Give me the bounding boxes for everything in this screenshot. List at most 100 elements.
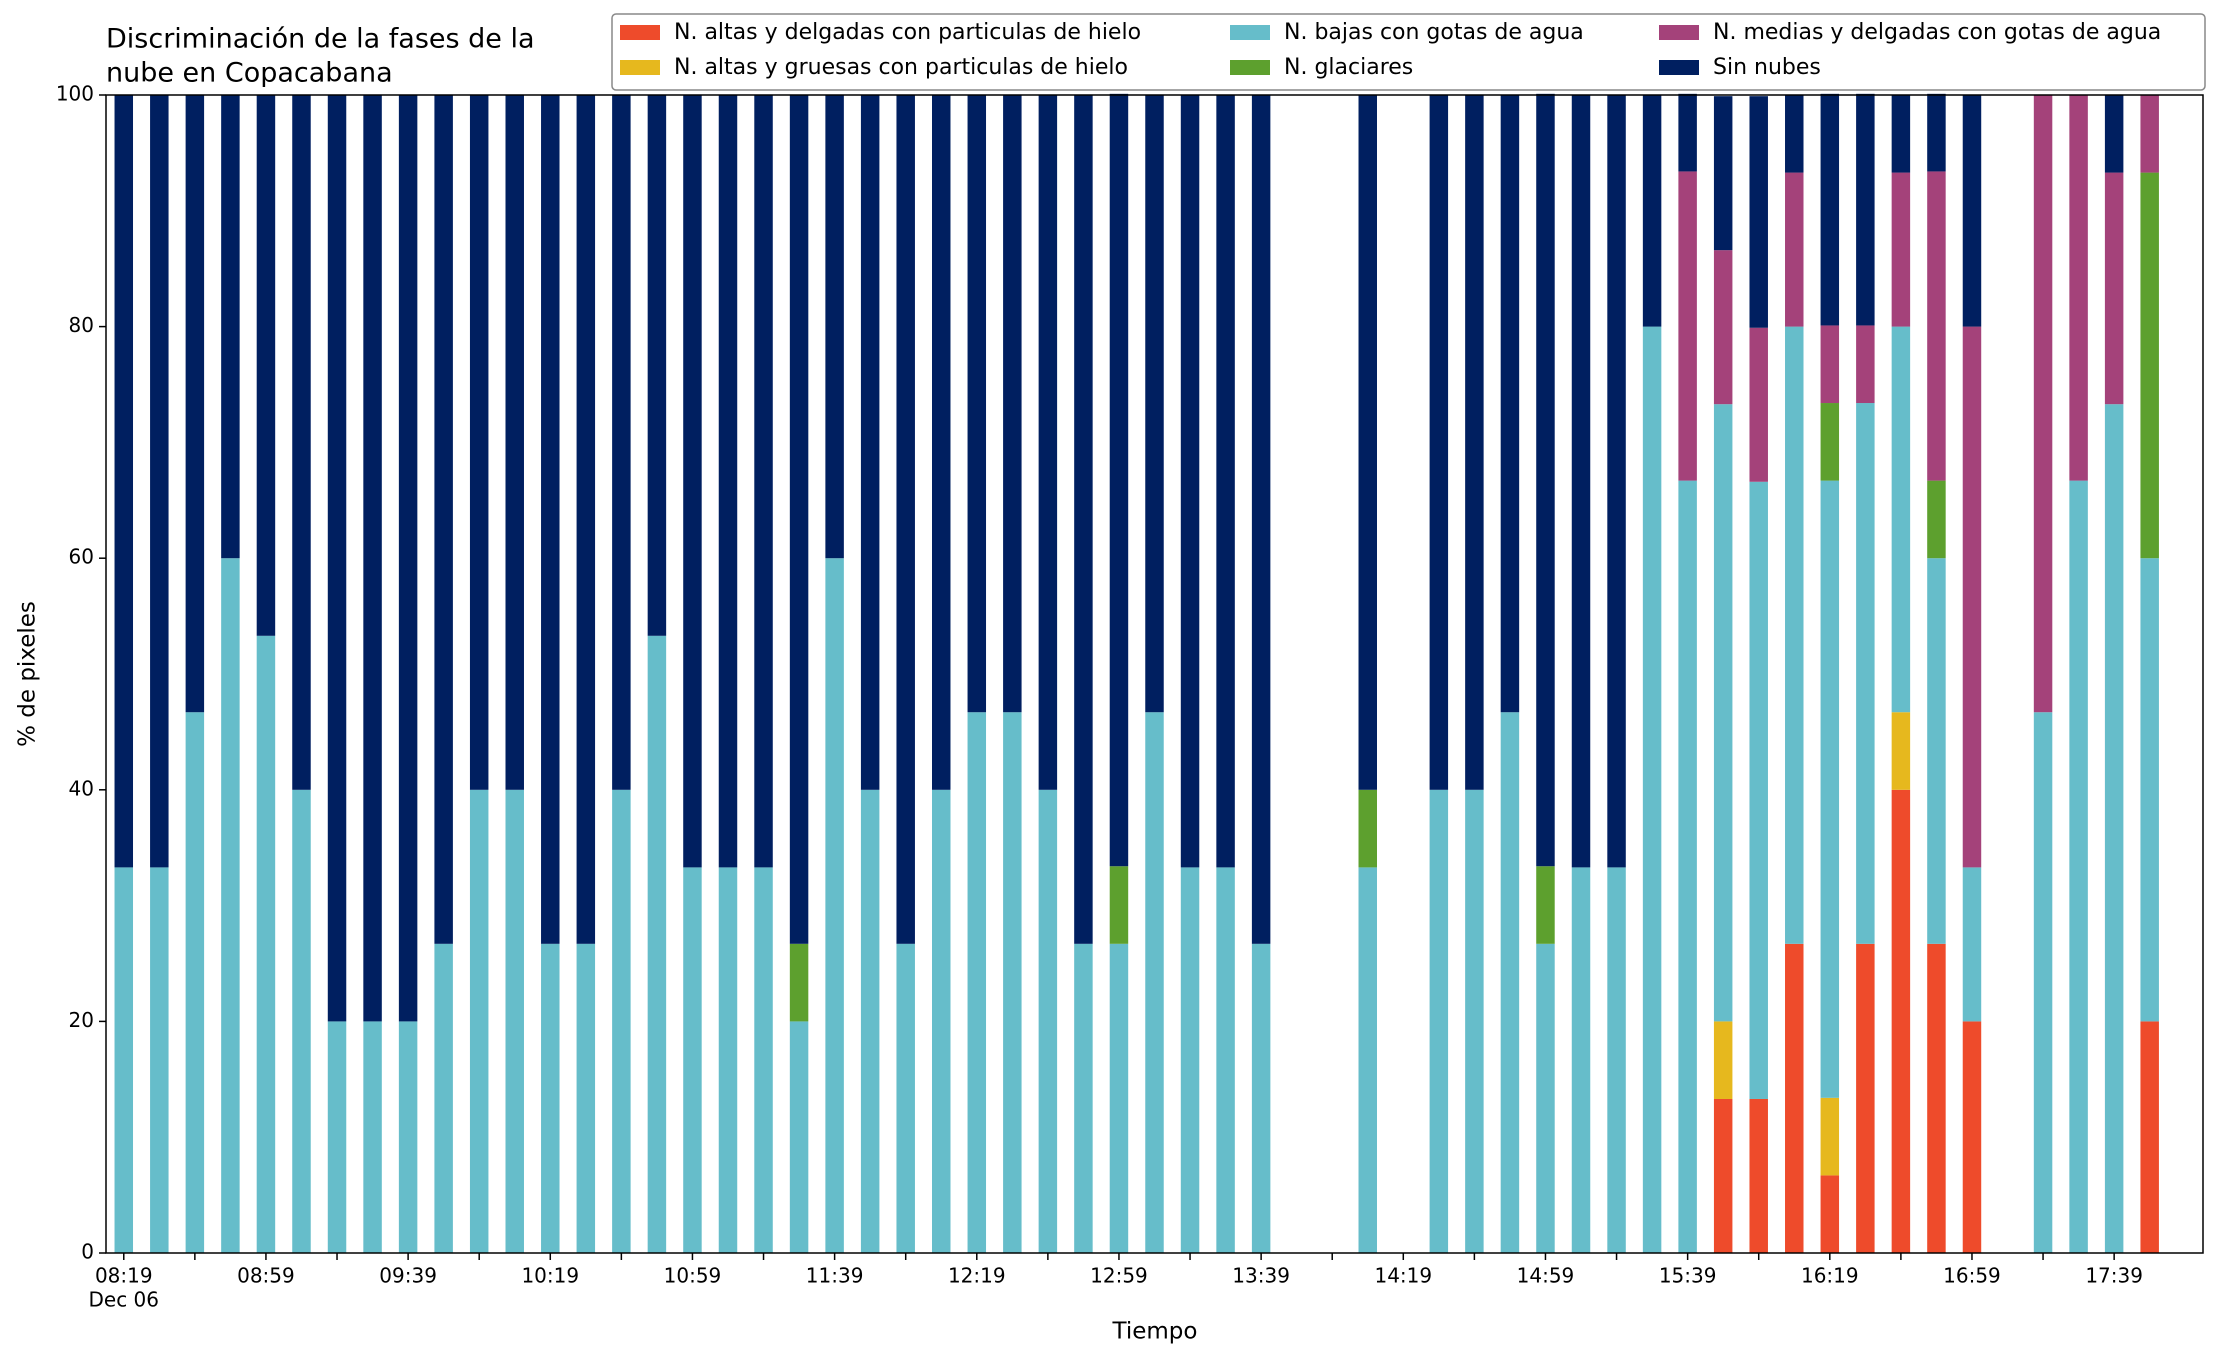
bar-segment: [1820, 403, 1840, 481]
chart-title-line2: nube en Copacabana: [106, 58, 393, 89]
bar-segment: [505, 95, 524, 790]
x-tick-label: 12:19: [948, 1264, 1006, 1288]
bar-segment: [505, 789, 524, 1253]
bar-segment: [327, 95, 347, 1022]
bar-segment: [185, 712, 205, 1253]
bar-segment: [1891, 789, 1911, 1253]
bar-segment: [1856, 403, 1875, 944]
bar-segment: [1003, 712, 1022, 1253]
bar-segment: [1962, 1021, 1982, 1253]
bar-segment: [1713, 1098, 1733, 1253]
bar-segment: [1251, 943, 1271, 1253]
bar-segment: [1785, 172, 1804, 327]
x-tick-label: 08:19: [95, 1264, 153, 1288]
bar-segment: [1145, 712, 1164, 1253]
bar-segment: [2140, 172, 2159, 559]
bar-segment: [1500, 95, 1520, 713]
bar-segment: [1429, 789, 1449, 1253]
legend-label: N. altas y delgadas con particulas de hi…: [674, 20, 1141, 45]
bar-segment: [398, 95, 418, 1022]
bar-segment: [150, 95, 169, 868]
legend-swatch: [620, 25, 660, 40]
bar-segment: [434, 95, 453, 944]
bar-segment: [2140, 558, 2159, 1022]
bar-segment: [1500, 712, 1520, 1253]
bar-segment: [825, 558, 844, 1253]
bar-segment: [1607, 867, 1626, 1253]
bar-segment: [1891, 95, 1911, 173]
bar-segment: [1820, 1097, 1840, 1176]
bar-segment: [1038, 789, 1058, 1253]
bar-segment: [1713, 1021, 1733, 1099]
bar-segment: [2140, 1021, 2159, 1253]
bar-segment: [1251, 95, 1271, 944]
bar-segment: [789, 95, 809, 944]
x-tick-label: 14:19: [1374, 1264, 1432, 1288]
bar-segment: [647, 95, 667, 636]
bar-segment: [185, 95, 205, 713]
x-tick-label: 10:19: [521, 1264, 579, 1288]
bar-segment: [1429, 95, 1449, 790]
bar-segment: [469, 789, 489, 1253]
y-tick-label: 100: [56, 82, 94, 106]
bar-segment: [114, 95, 134, 868]
bar-segment: [2104, 95, 2124, 173]
bar-segment: [363, 95, 382, 1022]
bar-segment: [1003, 95, 1022, 713]
bar-segment: [2140, 95, 2159, 173]
bar-segment: [1074, 943, 1093, 1253]
x-tick-label: 16:59: [1943, 1264, 2001, 1288]
bar-segment: [1962, 95, 1982, 327]
x-tick-label: 11:39: [806, 1264, 864, 1288]
bar-segment: [1180, 867, 1200, 1253]
bar-segment: [1713, 250, 1733, 405]
bar-segment: [1109, 866, 1129, 944]
bar-segment: [1749, 481, 1768, 1099]
bar-segment: [1074, 95, 1093, 944]
y-axis-label: % de pixeles: [15, 601, 41, 747]
bar-segment: [221, 558, 240, 1253]
y-tick-label: 60: [69, 545, 94, 569]
y-tick-label: 0: [81, 1240, 94, 1264]
bar-segment: [541, 943, 560, 1253]
bar-segment: [789, 943, 809, 1022]
bar-segment: [2033, 95, 2053, 713]
bar-segment: [469, 95, 489, 790]
bar-segment: [1856, 943, 1875, 1253]
bar-segment: [221, 95, 240, 559]
legend-label: Sin nubes: [1713, 55, 1821, 80]
bar-segment: [647, 635, 667, 1253]
bar-segment: [541, 95, 560, 944]
bar-segment: [932, 95, 951, 790]
bar-segment: [718, 95, 738, 868]
bar-segment: [1216, 95, 1235, 868]
bar-segment: [114, 867, 134, 1253]
x-tick-label: 10:59: [664, 1264, 722, 1288]
x-axis-label: Tiempo: [1112, 1319, 1198, 1345]
bar-segment: [1358, 95, 1377, 790]
chart-title-line1: Discriminación de la fases de la: [106, 24, 535, 55]
legend-label: N. medias y delgadas con gotas de agua: [1713, 20, 2161, 45]
bar-segment: [576, 95, 596, 944]
legend-swatch: [620, 60, 660, 75]
bar-segment: [967, 712, 987, 1253]
bar-segment: [1180, 95, 1200, 868]
bar-segment: [1962, 867, 1982, 1022]
bar-segment: [1891, 172, 1911, 327]
bar-segment: [1536, 93, 1555, 867]
bar-segment: [789, 1021, 809, 1253]
bar-segment: [256, 635, 276, 1253]
bar-segment: [683, 867, 702, 1253]
bar-segment: [1927, 171, 1946, 481]
bar-segment: [1749, 96, 1768, 328]
bar-segment: [1678, 171, 1697, 481]
bar-segment: [2069, 480, 2088, 1253]
bar-segment: [1927, 480, 1946, 559]
y-tick-label: 40: [69, 776, 94, 800]
bar-segment: [1891, 712, 1911, 790]
x-tick-label: 15:39: [1659, 1264, 1717, 1288]
y-tick-label: 80: [69, 313, 94, 337]
x-tick-label: 16:19: [1801, 1264, 1859, 1288]
bar-segment: [1145, 95, 1164, 713]
